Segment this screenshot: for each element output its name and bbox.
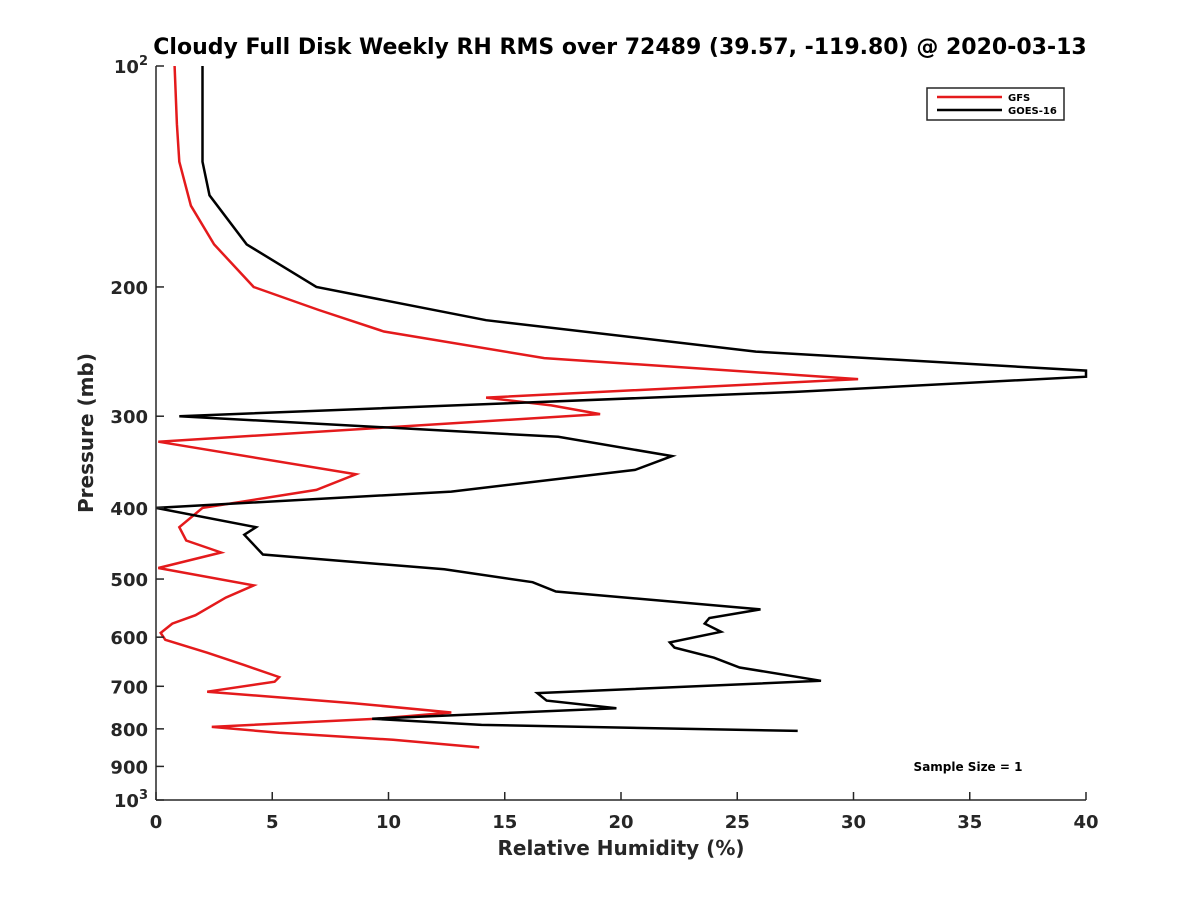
y-tick-label: 300 [110,407,148,428]
series-line-goes-16 [155,66,1088,733]
chart-title: Cloudy Full Disk Weekly RH RMS over 7248… [153,35,1086,60]
y-ticks: 102 200 300 400 500 600 700 800 900 103 [110,54,164,812]
series-layer [155,65,1088,749]
y-tick-label: 400 [110,499,148,520]
legend-label-goes-16: GOES-16 [1008,106,1057,117]
y-tick-label: 103 [114,788,148,812]
x-tick-label: 5 [266,812,279,833]
x-tick-label: 20 [608,812,633,833]
sample-size-annotation: Sample Size = 1 [914,760,1023,774]
x-tick-label: 30 [841,812,866,833]
x-tick-label: 0 [150,812,163,833]
x-tick-label: 35 [957,812,982,833]
y-tick-label: 600 [110,628,148,649]
x-ticks: 0 5 10 15 20 25 30 35 40 [150,792,1099,833]
y-tick-label: 900 [110,757,148,778]
y-axis-label: Pressure (mb) [74,353,98,513]
plot-area: 0 5 10 15 20 25 30 35 40 102 200 300 400 500 600 700 80… [110,54,1098,833]
series-line-gfs [158,65,859,749]
x-tick-label: 25 [725,812,750,833]
legend-box [926,87,1065,121]
y-tick-label: 700 [110,677,148,698]
x-axis-label: Relative Humidity (%) [497,836,744,860]
x-tick-label: 10 [376,812,401,833]
y-tick-label: 800 [110,720,148,741]
legend: GFS GOES-16 [926,87,1065,121]
legend-label-gfs: GFS [1008,93,1030,104]
y-tick-label: 200 [110,278,148,299]
x-tick-label: 40 [1073,812,1098,833]
y-tick-label: 500 [110,570,148,591]
y-tick-label: 102 [114,54,148,78]
x-tick-label: 15 [492,812,517,833]
